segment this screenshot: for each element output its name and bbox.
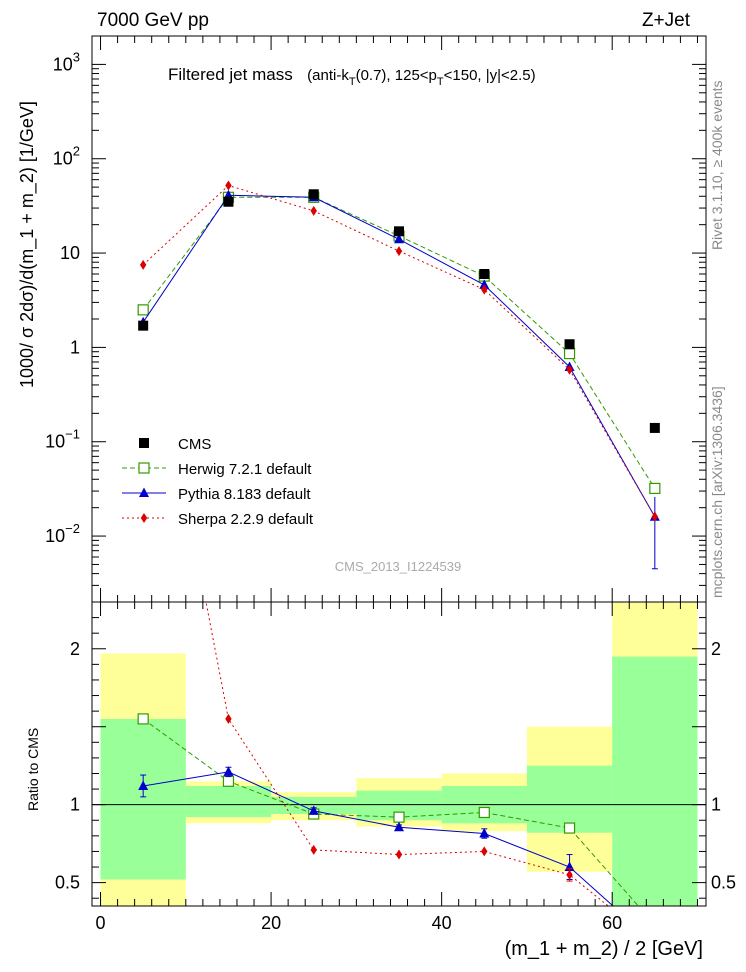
rivet-label: Rivet 3.1.10, ≥ 400k events <box>709 80 725 250</box>
main-point <box>649 482 661 495</box>
y-tick-label-exp: −2 <box>65 521 80 536</box>
legend-label: Herwig 7.2.1 default <box>178 461 312 478</box>
ratio-point <box>479 828 490 838</box>
ratio-y-tick-label: 0.5 <box>55 873 80 893</box>
main-point <box>481 284 488 295</box>
legend-marker <box>138 462 150 474</box>
ratio-uncertainty-bands <box>100 602 698 906</box>
ratio-point <box>566 869 573 880</box>
y-tick-label-base: 10 <box>53 149 73 169</box>
y-tick-label-base: 10 <box>45 432 65 452</box>
main-point <box>479 279 490 289</box>
plot-title-sub-T1: T <box>349 76 356 88</box>
main-point <box>225 180 232 191</box>
ratio-point <box>222 775 235 787</box>
plot-title-main: Filtered jet mass <box>168 65 293 84</box>
x-tick-label: 0 <box>96 913 106 933</box>
ratio-point <box>650 920 660 930</box>
main-point <box>137 304 149 316</box>
main-point <box>139 259 147 270</box>
ratio-series-layer <box>137 270 660 930</box>
ratio-point <box>137 713 149 725</box>
ratio-point <box>223 766 234 776</box>
cms-data-point <box>479 268 490 279</box>
ratio-band-inner <box>526 765 613 833</box>
ratio-point <box>394 821 404 832</box>
y-tick-label: 1 <box>70 337 80 357</box>
x-tick-label: 20 <box>261 913 281 933</box>
ratio-band-inner <box>100 718 186 880</box>
cms-data-point <box>138 320 149 331</box>
ratio-band-inner <box>612 656 698 906</box>
legend-marker-cms <box>139 438 149 448</box>
main-point <box>395 246 403 257</box>
main-point <box>651 511 659 522</box>
ratio-y-tick-label: 1 <box>70 795 80 815</box>
ratio-point <box>478 806 490 819</box>
cms-data-point <box>564 339 575 350</box>
cms-data-point <box>308 189 319 200</box>
ratio-point <box>225 713 232 724</box>
ratio-y-tick-label-right: 0.5 <box>711 873 736 893</box>
y-tick-label-base: 10 <box>60 243 80 263</box>
legend: CMS Herwig 7.2.1 default Pythia 8.183 defa… <box>122 436 314 528</box>
cms-data-point <box>223 196 234 207</box>
y-tick-label: 10−1 <box>45 427 80 452</box>
cms-data-point <box>649 422 660 433</box>
legend-label-cms: CMS <box>178 436 211 453</box>
y-tick-label: 10−2 <box>45 521 80 546</box>
ratio-point <box>310 844 317 855</box>
cms-data-point <box>394 226 404 237</box>
x-tick-label: 60 <box>602 913 622 933</box>
analysis-watermark: CMS_2013_I1224539 <box>335 559 462 574</box>
energy-label: 7000 GeV pp <box>97 10 209 31</box>
main-point <box>563 347 576 360</box>
process-label: Z+Jet <box>642 10 691 31</box>
main-point <box>566 364 573 375</box>
y-tick-label-exp: 2 <box>73 144 80 159</box>
y-tick-label: 103 <box>53 49 80 74</box>
plot-title-sub-T2: T <box>437 76 444 88</box>
ratio-point <box>138 780 149 790</box>
ratio-point <box>395 849 403 860</box>
ratio-point <box>393 811 405 823</box>
ratio-y-axis-label: Ratio to CMS <box>25 728 41 811</box>
plot-title: Filtered jet mass (anti-kT(0.7), 125<pT<… <box>168 65 536 88</box>
ratio-y-tick-label-right: 2 <box>711 639 721 659</box>
ratio-band-inner <box>185 785 272 818</box>
ratio-frame <box>91 601 707 907</box>
plot-title-sub-mid: (0.7), 125<p <box>356 67 437 84</box>
ratio-point <box>563 822 576 834</box>
y-tick-label-base: 10 <box>53 54 73 74</box>
legend-marker <box>140 513 148 523</box>
y-tick-label: 102 <box>53 144 80 169</box>
ratio-point <box>308 805 319 815</box>
x-axis-label: (m_1 + m_2) / 2 [GeV] <box>505 938 703 960</box>
plot-title-sub-pre: (anti-k <box>307 67 349 84</box>
y-tick-label: 10 <box>60 243 80 263</box>
ratio-point <box>481 846 488 857</box>
y-tick-label-exp: 3 <box>73 49 80 64</box>
ratio-y-tick-label: 2 <box>70 639 80 659</box>
legend-label: Pythia 8.183 default <box>178 486 311 503</box>
y-axis-label: 1000/ σ 2dσ)/d(m_1 + m_2) [1/GeV] <box>17 101 38 388</box>
main-point <box>310 205 317 216</box>
ratio-y-tick-label-right: 1 <box>711 795 721 815</box>
x-tick-label: 40 <box>432 913 452 933</box>
main-series-layer <box>137 180 661 570</box>
y-tick-label-base: 1 <box>70 337 80 357</box>
legend-marker <box>139 487 149 497</box>
legend-label: Sherpa 2.2.9 default <box>178 511 314 528</box>
plot-title-sub-post: <150, |y|<2.5) <box>444 67 536 84</box>
y-tick-label-base: 10 <box>45 526 65 546</box>
ratio-point <box>140 270 146 280</box>
mcplots-label: mcplots.cern.ch [arXiv:1306.3436] <box>709 386 725 598</box>
y-tick-label-exp: −1 <box>65 427 80 442</box>
main-point <box>394 233 404 244</box>
